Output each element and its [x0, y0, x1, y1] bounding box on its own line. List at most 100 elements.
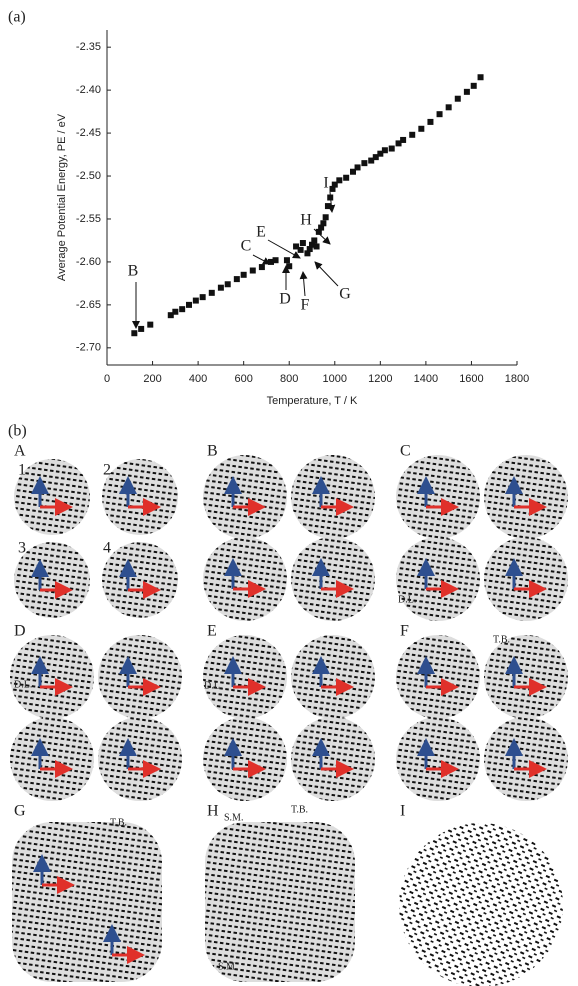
point	[199, 294, 206, 301]
point	[477, 74, 484, 81]
subpanel: E D.L.	[203, 623, 375, 801]
x-tick-label: 800	[280, 373, 298, 385]
point	[249, 267, 256, 274]
atom-cluster	[396, 455, 480, 539]
subpanel-note: T.B.	[110, 817, 127, 828]
subpanel-note: D.L.	[398, 594, 416, 605]
annotation-arrow	[299, 271, 308, 297]
subpanel-label: E	[207, 623, 217, 640]
atom-cluster	[484, 455, 568, 539]
point	[470, 82, 477, 89]
atom-cluster	[396, 717, 480, 801]
panel-label: (b)	[8, 423, 27, 440]
annotation-arrow	[314, 261, 339, 287]
annotation-arrow	[327, 191, 336, 213]
point	[283, 257, 290, 264]
point	[350, 168, 356, 175]
y-tick-label: -2.35	[76, 41, 101, 53]
annotation-arrow	[252, 254, 271, 265]
point	[131, 330, 138, 337]
point	[293, 243, 300, 250]
point	[147, 321, 154, 328]
subpanel: F T.B.	[396, 623, 568, 801]
point	[436, 111, 443, 118]
atom-cluster	[102, 459, 178, 535]
annotation: I	[323, 175, 328, 192]
atom-cluster	[98, 635, 182, 719]
subpanel: I	[399, 803, 563, 986]
x-tick-label: 400	[189, 373, 207, 385]
subpanel-label: I	[400, 803, 405, 820]
point	[286, 263, 293, 270]
point	[343, 174, 350, 181]
point	[368, 157, 375, 164]
point	[306, 246, 313, 253]
x-axis-label: Temperature, T / K	[267, 395, 358, 407]
atom-cluster	[102, 542, 178, 618]
subpanel-note: T.B.	[493, 634, 510, 645]
atom-cluster	[10, 717, 94, 801]
point	[268, 258, 274, 265]
point	[400, 136, 407, 143]
subpanel-label: G	[14, 803, 26, 820]
x-tick-label: 1200	[368, 373, 392, 385]
point	[240, 271, 247, 278]
annotation: G	[339, 286, 351, 303]
atom-cluster	[484, 537, 568, 621]
point	[324, 203, 331, 210]
atom-cluster	[291, 537, 375, 621]
point	[320, 220, 327, 227]
point	[381, 147, 388, 154]
subpanel-note: 2	[103, 462, 111, 479]
point	[297, 246, 304, 253]
atom-cluster	[12, 822, 162, 982]
annotation-arrow	[267, 239, 301, 259]
point	[172, 308, 179, 315]
atom-cluster	[396, 537, 480, 621]
annotation: H	[300, 212, 312, 229]
x-tick-label: 1000	[323, 373, 347, 385]
point	[258, 264, 265, 271]
point	[395, 140, 402, 147]
point	[304, 250, 311, 257]
point	[372, 154, 379, 161]
y-tick-label: -2.55	[76, 213, 101, 225]
point	[454, 95, 461, 102]
point	[186, 301, 192, 308]
x-tick-label: 0	[104, 373, 110, 385]
y-axis-label: Average Potential Energy, PE / eV	[56, 113, 68, 281]
atom-cluster	[291, 717, 375, 801]
atom-cluster	[484, 635, 568, 719]
point	[208, 289, 215, 296]
annotation: F	[301, 297, 310, 314]
annotation: D	[279, 291, 291, 308]
point	[224, 281, 231, 288]
point	[463, 88, 470, 95]
point	[233, 276, 240, 283]
subpanel-note: 1	[18, 462, 26, 479]
panel-label: (a)	[8, 9, 26, 26]
y-tick-label: -2.45	[76, 127, 101, 139]
atom-cluster	[484, 717, 568, 801]
atom-cluster	[291, 455, 375, 539]
subpanel-note: 4	[103, 540, 111, 557]
subpanel: D D.L.	[10, 623, 182, 801]
point	[427, 118, 434, 125]
y-tick-label: -2.60	[76, 256, 101, 268]
subpanel-note: S.M.	[224, 812, 243, 823]
annotation: B	[128, 263, 139, 280]
subpanel-note: S.M.	[218, 961, 237, 972]
x-tick-label: 200	[143, 373, 161, 385]
point	[299, 240, 306, 247]
y-tick-label: -2.65	[76, 299, 101, 311]
point	[167, 312, 174, 319]
subpanel: G T.B.	[12, 803, 162, 982]
subpanel-label: C	[400, 443, 411, 460]
point	[217, 284, 224, 291]
subpanel: C D.L.	[396, 443, 568, 621]
subpanel: H T.B. S.M. S.M.	[205, 803, 355, 982]
y-tick-label: -2.70	[76, 342, 101, 354]
point	[315, 228, 322, 235]
atom-cluster	[291, 635, 375, 719]
